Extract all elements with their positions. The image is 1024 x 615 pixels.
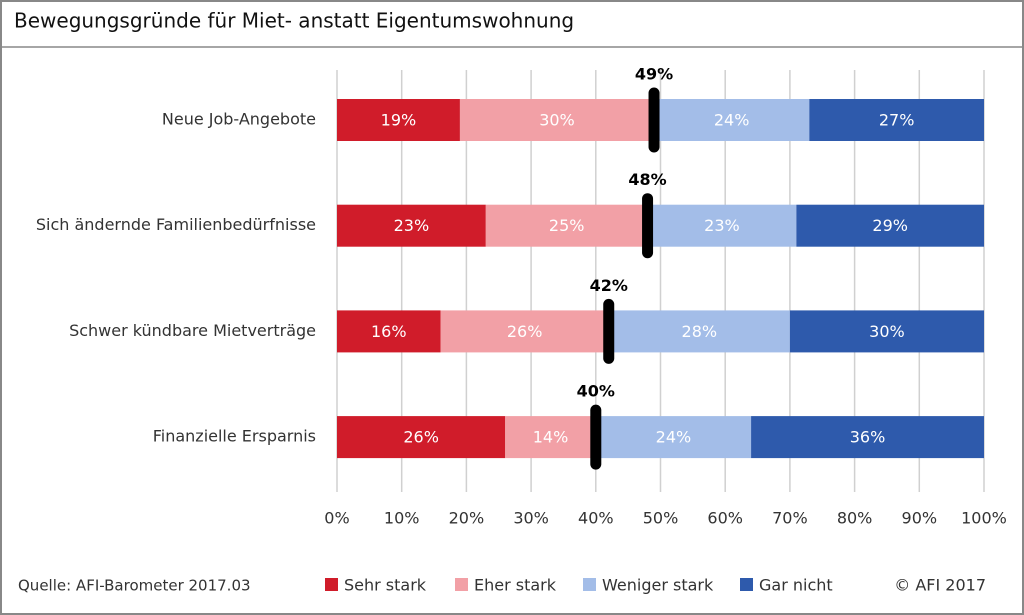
bar-segment [595,416,752,459]
x-tick-label: 100% [961,509,1007,528]
bar-segment [459,99,655,141]
x-tick-label: 70% [772,509,808,528]
x-tick-label: 10% [384,509,420,528]
bar-segment [337,99,460,141]
x-tick-label: 0% [324,509,349,528]
data-label: 29% [872,216,908,235]
legend-label: Weniger stark [602,576,714,595]
legend-label: Sehr stark [344,576,427,595]
data-label: 36% [850,428,886,447]
data-label: 26% [403,428,439,447]
bar-segment [337,204,486,247]
bar-segment [485,204,648,247]
data-label: 16% [371,322,407,341]
legend-swatch [325,578,338,591]
marker-label: 48% [628,170,666,189]
data-label: 24% [714,111,750,130]
legend-swatch [455,578,468,591]
bar-segment [505,416,596,459]
legend-label: Gar nicht [759,576,833,595]
x-tick-label: 60% [707,509,743,528]
bar-segment [654,99,810,141]
source: Quelle: AFI-Barometer 2017.03 [18,577,251,595]
bar-segment [809,99,984,141]
y-tick-label: Finanzielle Ersparnis [153,427,316,446]
x-tick-label: 80% [837,509,873,528]
data-label: 27% [879,111,915,130]
data-label: 14% [533,428,569,447]
y-tick-label: Schwer kündbare Mietverträge [69,321,316,340]
bar-segment [647,204,797,247]
y-tick-label: Neue Job-Angebote [162,110,316,129]
legend-label: Eher stark [474,576,557,595]
copyright: © AFI 2017 [894,576,986,595]
data-label: 28% [682,322,718,341]
marker-label: 42% [590,276,628,295]
bar-segment [337,416,506,459]
data-label: 26% [507,322,543,341]
legend-swatch [740,578,753,591]
chart-title: Bewegungsgründe für Miet- anstatt Eigent… [14,9,574,33]
bar-segment [789,310,984,353]
x-tick-label: 30% [513,509,549,528]
data-label: 30% [869,322,905,341]
x-tick-label: 50% [643,509,679,528]
marker-label: 49% [635,65,673,84]
bar-segment [751,416,984,459]
marker-label: 40% [577,382,615,401]
x-tick-label: 90% [902,509,938,528]
data-label: 19% [381,111,417,130]
x-tick-label: 40% [578,509,614,528]
y-tick-label: Sich ändernde Familienbedürfnisse [36,215,316,234]
bar-segment [608,310,790,353]
data-label: 24% [656,428,692,447]
legend-swatch [583,578,596,591]
data-label: 23% [704,216,740,235]
bar-segment [337,310,441,353]
bar-segment [440,310,609,353]
bar-segment [796,204,984,247]
data-label: 23% [394,216,430,235]
data-label: 30% [539,111,575,130]
x-tick-label: 20% [449,509,485,528]
data-label: 25% [549,216,585,235]
